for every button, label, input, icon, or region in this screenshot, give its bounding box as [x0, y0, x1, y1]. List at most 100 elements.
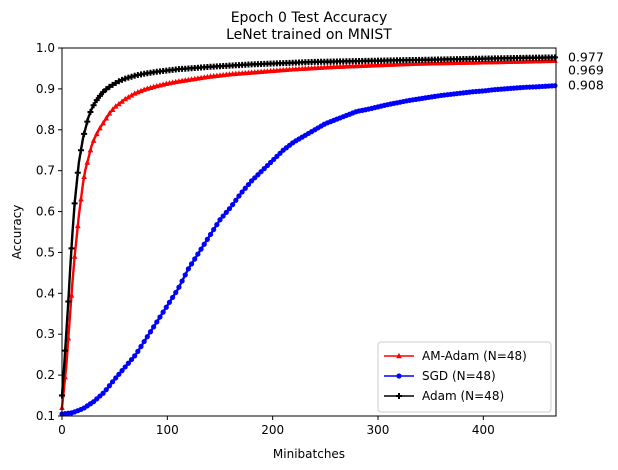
- data-point: [132, 353, 138, 359]
- series-3: [59, 54, 558, 399]
- data-point: [106, 83, 113, 90]
- data-point: [100, 120, 106, 126]
- data-point: [144, 334, 150, 340]
- data-point: [81, 173, 87, 179]
- data-point: [84, 118, 91, 125]
- data-point: [87, 147, 94, 153]
- y-tick-label: 0.6: [36, 205, 55, 219]
- data-point: [166, 299, 173, 305]
- data-point: [68, 245, 75, 252]
- data-point: [151, 324, 157, 330]
- data-point: [106, 383, 112, 389]
- legend-box: [377, 341, 552, 413]
- data-point: [116, 100, 122, 107]
- legend-marker: [396, 393, 402, 399]
- y-tick-label: 0.3: [36, 327, 55, 341]
- data-point: [90, 102, 97, 109]
- legend-label: Adam (N=48): [422, 389, 504, 403]
- data-point: [242, 185, 248, 191]
- data-point: [109, 81, 116, 88]
- data-point: [128, 92, 135, 98]
- data-point: [103, 387, 109, 393]
- data-point: [230, 202, 236, 208]
- legend-item: Adam (N=48): [384, 389, 504, 403]
- end-value-label: 0.908: [568, 78, 604, 93]
- data-point: [182, 272, 188, 278]
- data-point: [115, 78, 122, 85]
- data-point: [141, 338, 147, 345]
- data-point: [176, 284, 182, 290]
- data-point: [239, 189, 245, 195]
- data-point: [552, 83, 558, 89]
- data-point: [214, 222, 220, 228]
- data-point: [204, 236, 210, 242]
- data-point: [71, 200, 78, 207]
- data-point: [119, 98, 125, 104]
- y-axis-label: Accuracy: [10, 205, 24, 260]
- x-tick-label: 0: [58, 423, 66, 437]
- x-tick-label: 400: [472, 423, 495, 437]
- tick-layer: 0 100 200 300 400 0.1 0.2 0.3 0.4 0.5 0.6 0.7 0.8 0.9…: [36, 41, 495, 437]
- legend-items: AM-Adam (N=48) SGD (N=48) Adam (N=48): [384, 349, 527, 403]
- data-point: [163, 304, 169, 310]
- data-point: [122, 364, 128, 370]
- y-tick-label: 0.4: [36, 286, 55, 300]
- y-tick-label: 0.8: [36, 123, 55, 137]
- data-point: [125, 360, 131, 366]
- data-point: [122, 95, 128, 102]
- data-point: [119, 76, 126, 83]
- series-layer: [59, 54, 558, 417]
- data-point: [74, 169, 81, 176]
- data-point: [78, 196, 84, 202]
- data-point: [223, 209, 229, 215]
- data-point: [131, 90, 138, 96]
- data-point: [100, 89, 107, 96]
- data-point: [77, 147, 84, 154]
- x-tick-label: 300: [367, 423, 390, 437]
- data-point: [236, 193, 242, 199]
- data-point: [96, 92, 103, 99]
- data-point: [81, 130, 88, 137]
- x-tick-label: 200: [261, 423, 284, 437]
- y-tick-label: 0.7: [36, 164, 55, 178]
- data-point: [106, 110, 113, 116]
- data-point: [147, 329, 154, 335]
- legend-item: SGD (N=48): [384, 369, 496, 383]
- data-point: [207, 231, 214, 238]
- plot-frame: [61, 47, 557, 417]
- end-value-label: 0.969: [568, 62, 604, 77]
- data-point: [160, 309, 166, 315]
- data-point: [198, 246, 204, 252]
- data-point: [135, 348, 141, 354]
- data-point: [103, 115, 110, 121]
- data-point: [87, 109, 94, 116]
- data-point: [128, 356, 135, 363]
- data-point: [116, 371, 122, 377]
- data-point: [113, 375, 119, 381]
- data-point: [192, 256, 198, 262]
- data-point: [188, 261, 195, 267]
- legend-label: SGD (N=48): [422, 369, 496, 383]
- data-point: [169, 294, 176, 301]
- data-point: [245, 181, 252, 188]
- data-point: [185, 266, 191, 272]
- end-value-label: 0.977: [568, 49, 604, 64]
- data-point: [93, 130, 100, 137]
- y-tick-label: 0.5: [36, 245, 55, 259]
- data-point: [119, 368, 125, 374]
- data-point: [157, 314, 163, 320]
- data-point: [103, 86, 110, 93]
- data-point: [109, 379, 116, 385]
- data-point: [233, 197, 239, 203]
- y-tick-label: 1.0: [36, 41, 55, 55]
- legend-label: AM-Adam (N=48): [422, 349, 527, 363]
- data-point: [62, 347, 69, 354]
- legend-item: AM-Adam (N=48): [384, 349, 527, 363]
- y-tick-label: 0.1: [36, 409, 55, 423]
- data-point: [112, 80, 119, 87]
- data-point: [100, 390, 106, 396]
- data-point: [65, 298, 72, 305]
- data-point: [84, 159, 91, 165]
- data-point: [93, 97, 100, 104]
